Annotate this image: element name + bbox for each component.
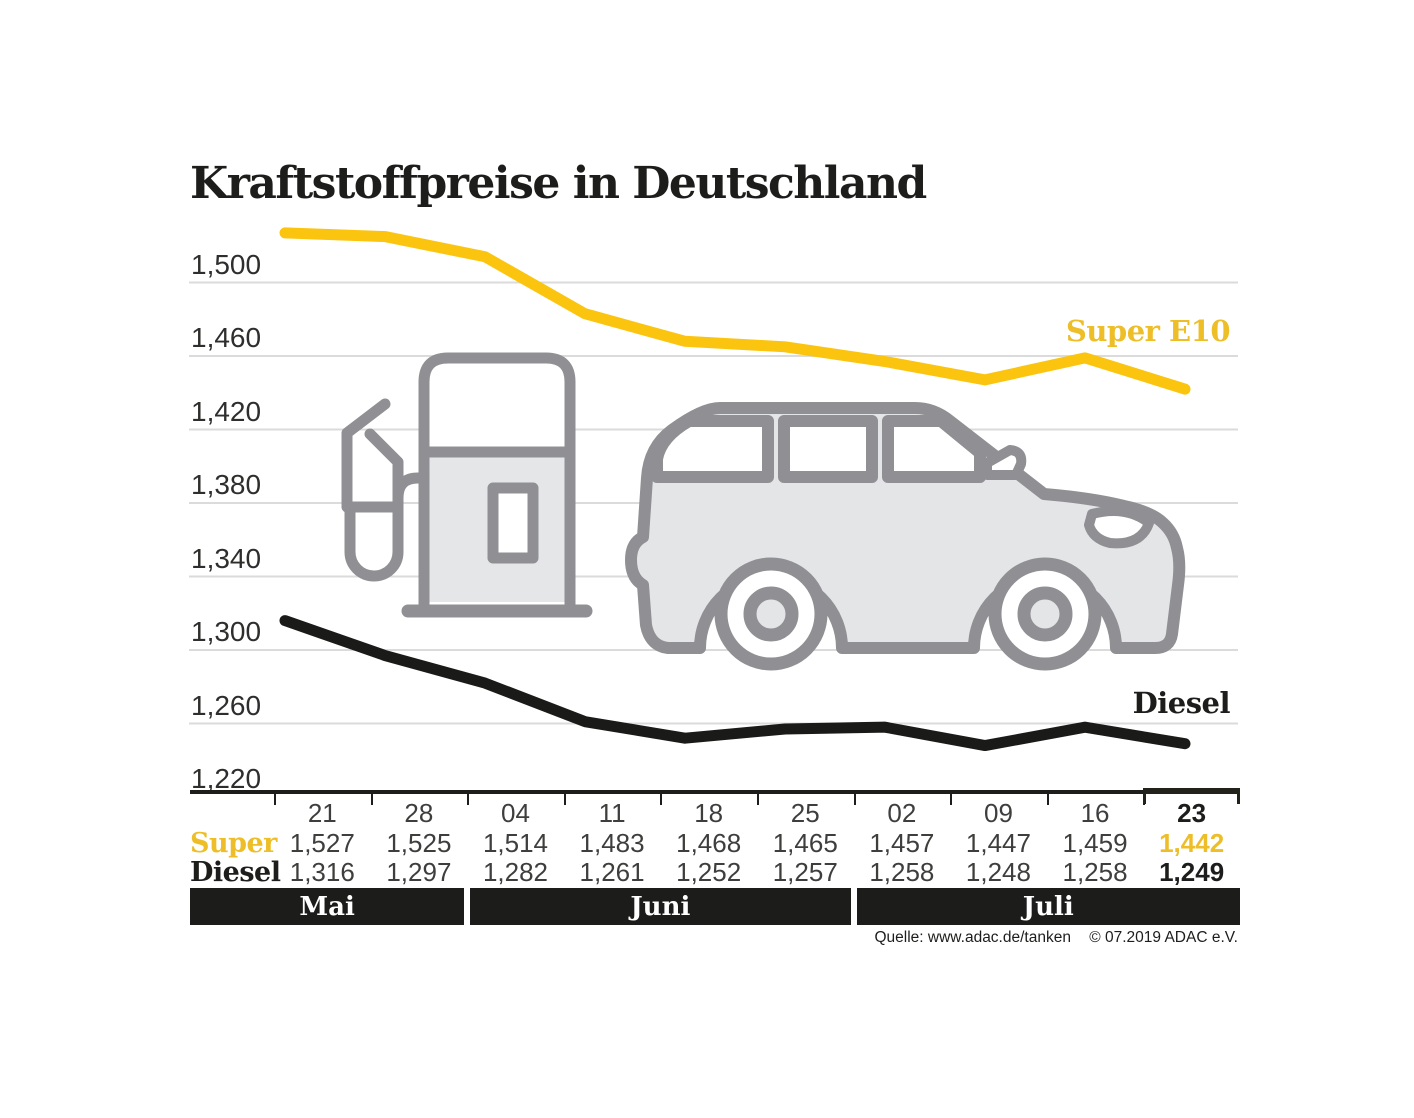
date-cell: 02 [887,798,917,828]
column-tick [757,793,759,805]
current-column-bracket [1143,788,1240,804]
page-title: Kraftstoffpreise in Deutschland [190,158,927,209]
diesel-value-cell: 1,258 [1062,857,1128,887]
column-tick [563,793,566,805]
y-axis-label: 1,340 [191,542,262,574]
column-tick [853,793,856,805]
diesel-value-cell: 1,249 [1159,857,1225,887]
table-top-border [190,790,1240,794]
diesel-row-label: Diesel [190,857,281,888]
column-tick [660,793,663,805]
super-row: Super 1,527 1,525 1,514 1,483 1,468 1,465 1,45… [190,828,1240,859]
date-cell: 04 [501,798,530,828]
date-cell: 21 [307,798,337,828]
super-e10-series-label: Super E10 [1065,314,1231,348]
super-value-cell: 1,514 [482,828,549,858]
diesel-row: Diesel 1,316 1,297 1,282 1,261 1,252 1,257 1,2… [190,857,1240,888]
column-tick [467,793,470,805]
diesel-value-cell: 1,248 [965,857,1031,887]
date-cell: 25 [790,798,820,828]
date-row: 21 28 04 11 18 25 02 09 16 23 [190,799,1240,828]
date-row-label [190,799,274,828]
source-note: Quelle: www.adac.de/tanken © 07.2019 ADA… [190,929,1239,947]
column-tick [950,793,953,805]
month-bar-juni: Juni [470,888,851,925]
y-axis-label: 1,420 [191,395,262,427]
column-tick [370,793,373,805]
diesel-value-cell: 1,257 [772,857,838,887]
date-cell: 28 [404,798,434,828]
y-axis-label: 1,260 [191,689,262,721]
diesel-value-cell: 1,316 [289,857,355,887]
diesel-value-cell: 1,297 [386,857,452,887]
date-cell: 18 [694,798,724,828]
date-cell: 11 [598,798,626,828]
month-bar-juli: Juli [856,888,1240,925]
super-row-label: Super [190,828,277,859]
y-axis-label: 1,380 [191,469,262,500]
source-copyright: © 07.2019 ADAC e.V. [1089,929,1238,946]
y-axis-label: 1,460 [191,322,262,353]
super-value-cell: 1,447 [965,828,1031,858]
diesel-value-cell: 1,258 [869,857,935,887]
date-cell: 23 [1177,798,1207,828]
diesel-value-cell: 1,252 [676,857,742,887]
source-url: Quelle: www.adac.de/tanken [874,929,1071,946]
super-e10-line [279,227,1191,395]
super-value-cell: 1,527 [289,828,355,858]
super-value-cell: 1,442 [1159,828,1225,858]
super-value-cell: 1,465 [772,828,838,858]
diesel-series-label: Diesel [1132,686,1231,720]
super-value-cell: 1,459 [1062,828,1128,858]
super-value-cell: 1,468 [676,828,742,858]
super-value-cell: 1,525 [386,828,452,858]
diesel-value-cell: 1,282 [482,857,549,887]
y-axis-label: 1,500 [191,248,262,280]
y-axis-label: 1,300 [191,616,262,647]
month-bar-mai: Mai [190,888,465,925]
diesel-line [279,615,1191,752]
date-cell: 09 [983,798,1013,828]
date-cell: 16 [1080,798,1110,828]
super-value-cell: 1,457 [869,828,935,858]
y-axis-label: 1,220 [191,763,262,794]
super-value-cell: 1,483 [579,828,645,858]
column-tick [1046,793,1049,805]
column-tick [274,793,276,805]
diesel-value-cell: 1,261 [579,857,645,887]
